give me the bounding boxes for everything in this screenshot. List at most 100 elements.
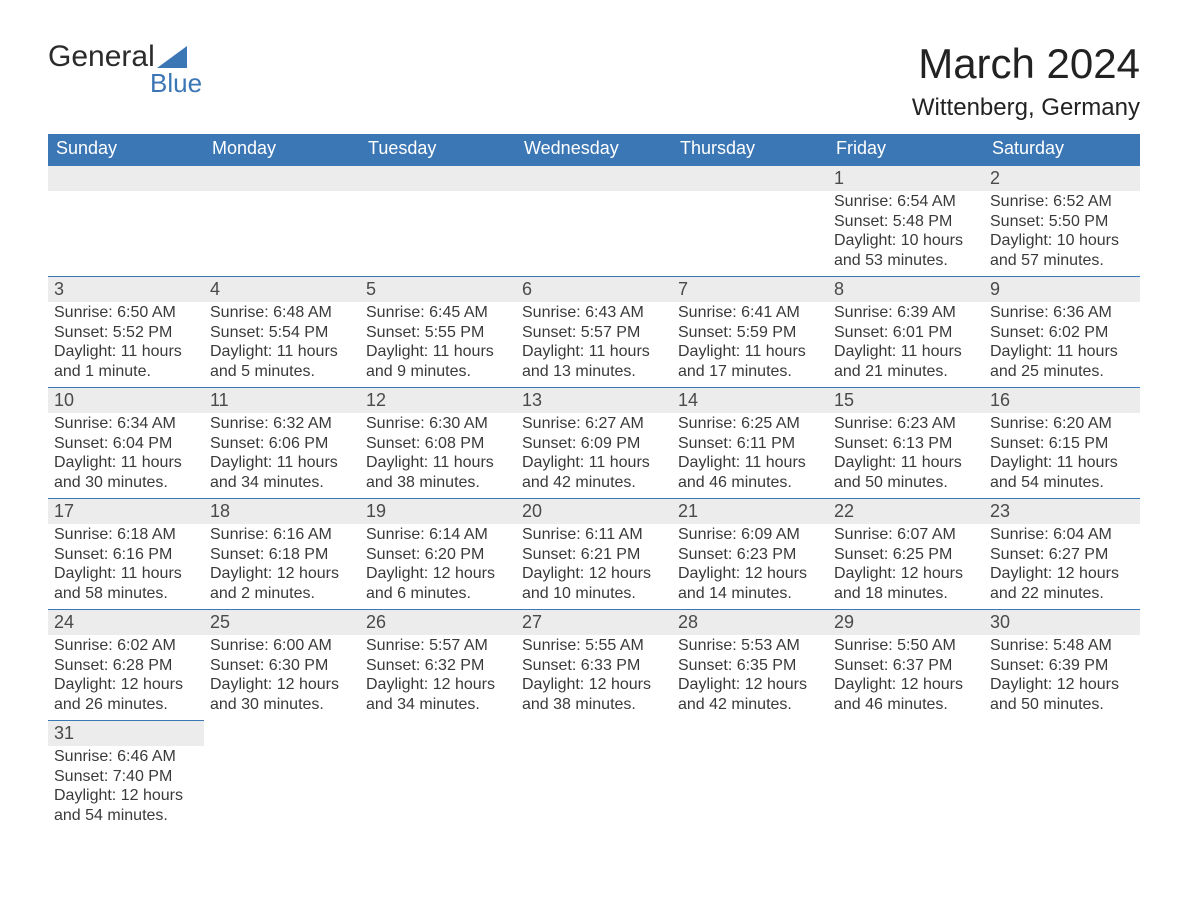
day-number-cell: 16 <box>984 388 1140 414</box>
day-ss: Sunset: 6:25 PM <box>834 545 976 565</box>
day-detail-cell <box>672 746 828 831</box>
day-number: 6 <box>522 279 532 299</box>
day-d2: and 34 minutes. <box>366 695 508 715</box>
day-detail-cell: Sunrise: 6:52 AMSunset: 5:50 PMDaylight:… <box>984 191 1140 277</box>
day-d2: and 9 minutes. <box>366 362 508 382</box>
day-ss: Sunset: 7:40 PM <box>54 767 196 787</box>
day-d2: and 50 minutes. <box>834 473 976 493</box>
day-number: 18 <box>210 501 230 521</box>
day-number-cell: 22 <box>828 499 984 525</box>
week-detail-row: Sunrise: 6:18 AMSunset: 6:16 PMDaylight:… <box>48 524 1140 610</box>
week-daynum-row: 10111213141516 <box>48 388 1140 414</box>
day-d1: Daylight: 12 hours <box>210 564 352 584</box>
day-d1: Daylight: 12 hours <box>54 786 196 806</box>
day-sr: Sunrise: 6:00 AM <box>210 636 352 656</box>
day-number-cell <box>204 166 360 192</box>
day-d2: and 30 minutes. <box>210 695 352 715</box>
day-detail-cell: Sunrise: 6:50 AMSunset: 5:52 PMDaylight:… <box>48 302 204 388</box>
day-d2: and 54 minutes. <box>54 806 196 826</box>
day-number-cell: 3 <box>48 277 204 303</box>
day-ss: Sunset: 6:21 PM <box>522 545 664 565</box>
day-number-cell: 15 <box>828 388 984 414</box>
day-number: 16 <box>990 390 1010 410</box>
day-d1: Daylight: 12 hours <box>54 675 196 695</box>
day-sr: Sunrise: 6:52 AM <box>990 192 1132 212</box>
day-header: Sunday <box>48 134 204 166</box>
day-number: 22 <box>834 501 854 521</box>
day-number-cell <box>204 721 360 747</box>
day-d2: and 53 minutes. <box>834 251 976 271</box>
day-number-cell <box>672 721 828 747</box>
day-d1: Daylight: 12 hours <box>678 564 820 584</box>
day-d2: and 2 minutes. <box>210 584 352 604</box>
day-d1: Daylight: 10 hours <box>990 231 1132 251</box>
day-sr: Sunrise: 5:57 AM <box>366 636 508 656</box>
day-detail-cell: Sunrise: 6:39 AMSunset: 6:01 PMDaylight:… <box>828 302 984 388</box>
day-header: Wednesday <box>516 134 672 166</box>
day-number-cell: 31 <box>48 721 204 747</box>
day-d2: and 34 minutes. <box>210 473 352 493</box>
day-ss: Sunset: 6:18 PM <box>210 545 352 565</box>
day-number-cell <box>984 721 1140 747</box>
day-number-cell: 18 <box>204 499 360 525</box>
day-number: 31 <box>54 723 74 743</box>
day-detail-cell <box>360 191 516 277</box>
day-d2: and 5 minutes. <box>210 362 352 382</box>
day-number-cell: 17 <box>48 499 204 525</box>
day-number-cell <box>516 721 672 747</box>
day-detail-cell <box>48 191 204 277</box>
day-number: 10 <box>54 390 74 410</box>
day-ss: Sunset: 5:55 PM <box>366 323 508 343</box>
day-number: 8 <box>834 279 844 299</box>
day-sr: Sunrise: 6:46 AM <box>54 747 196 767</box>
day-number: 11 <box>210 390 229 410</box>
day-ss: Sunset: 5:59 PM <box>678 323 820 343</box>
day-ss: Sunset: 6:02 PM <box>990 323 1132 343</box>
day-detail-cell: Sunrise: 6:41 AMSunset: 5:59 PMDaylight:… <box>672 302 828 388</box>
day-number-cell: 27 <box>516 610 672 636</box>
day-d1: Daylight: 12 hours <box>522 564 664 584</box>
day-d1: Daylight: 11 hours <box>54 564 196 584</box>
day-detail-cell <box>828 746 984 831</box>
day-number-cell: 14 <box>672 388 828 414</box>
week-daynum-row: 24252627282930 <box>48 610 1140 636</box>
week-detail-row: Sunrise: 6:50 AMSunset: 5:52 PMDaylight:… <box>48 302 1140 388</box>
day-detail-cell: Sunrise: 6:14 AMSunset: 6:20 PMDaylight:… <box>360 524 516 610</box>
day-header: Tuesday <box>360 134 516 166</box>
day-detail-cell: Sunrise: 5:50 AMSunset: 6:37 PMDaylight:… <box>828 635 984 721</box>
day-number-cell: 26 <box>360 610 516 636</box>
day-number-cell: 23 <box>984 499 1140 525</box>
day-detail-cell <box>360 746 516 831</box>
day-sr: Sunrise: 5:50 AM <box>834 636 976 656</box>
day-detail-cell: Sunrise: 6:45 AMSunset: 5:55 PMDaylight:… <box>360 302 516 388</box>
day-number: 25 <box>210 612 230 632</box>
day-sr: Sunrise: 6:43 AM <box>522 303 664 323</box>
day-number-cell: 29 <box>828 610 984 636</box>
day-detail-cell: Sunrise: 6:02 AMSunset: 6:28 PMDaylight:… <box>48 635 204 721</box>
day-header: Friday <box>828 134 984 166</box>
day-detail-cell: Sunrise: 5:57 AMSunset: 6:32 PMDaylight:… <box>360 635 516 721</box>
day-number: 3 <box>54 279 64 299</box>
day-number-cell: 2 <box>984 166 1140 192</box>
day-ss: Sunset: 6:01 PM <box>834 323 976 343</box>
day-ss: Sunset: 6:11 PM <box>678 434 820 454</box>
day-d1: Daylight: 11 hours <box>210 453 352 473</box>
day-sr: Sunrise: 6:04 AM <box>990 525 1132 545</box>
day-d1: Daylight: 11 hours <box>990 342 1132 362</box>
logo-triangle-icon <box>157 46 187 68</box>
day-number: 14 <box>678 390 698 410</box>
day-detail-cell: Sunrise: 6:18 AMSunset: 6:16 PMDaylight:… <box>48 524 204 610</box>
day-number: 26 <box>366 612 386 632</box>
day-number-cell: 20 <box>516 499 672 525</box>
day-sr: Sunrise: 6:30 AM <box>366 414 508 434</box>
day-sr: Sunrise: 5:48 AM <box>990 636 1132 656</box>
day-number-cell: 12 <box>360 388 516 414</box>
week-detail-row: Sunrise: 6:46 AMSunset: 7:40 PMDaylight:… <box>48 746 1140 831</box>
day-d1: Daylight: 11 hours <box>54 453 196 473</box>
day-d2: and 13 minutes. <box>522 362 664 382</box>
week-detail-row: Sunrise: 6:02 AMSunset: 6:28 PMDaylight:… <box>48 635 1140 721</box>
day-d1: Daylight: 12 hours <box>990 564 1132 584</box>
week-daynum-row: 31 <box>48 721 1140 747</box>
day-sr: Sunrise: 6:11 AM <box>522 525 664 545</box>
day-d1: Daylight: 12 hours <box>834 564 976 584</box>
